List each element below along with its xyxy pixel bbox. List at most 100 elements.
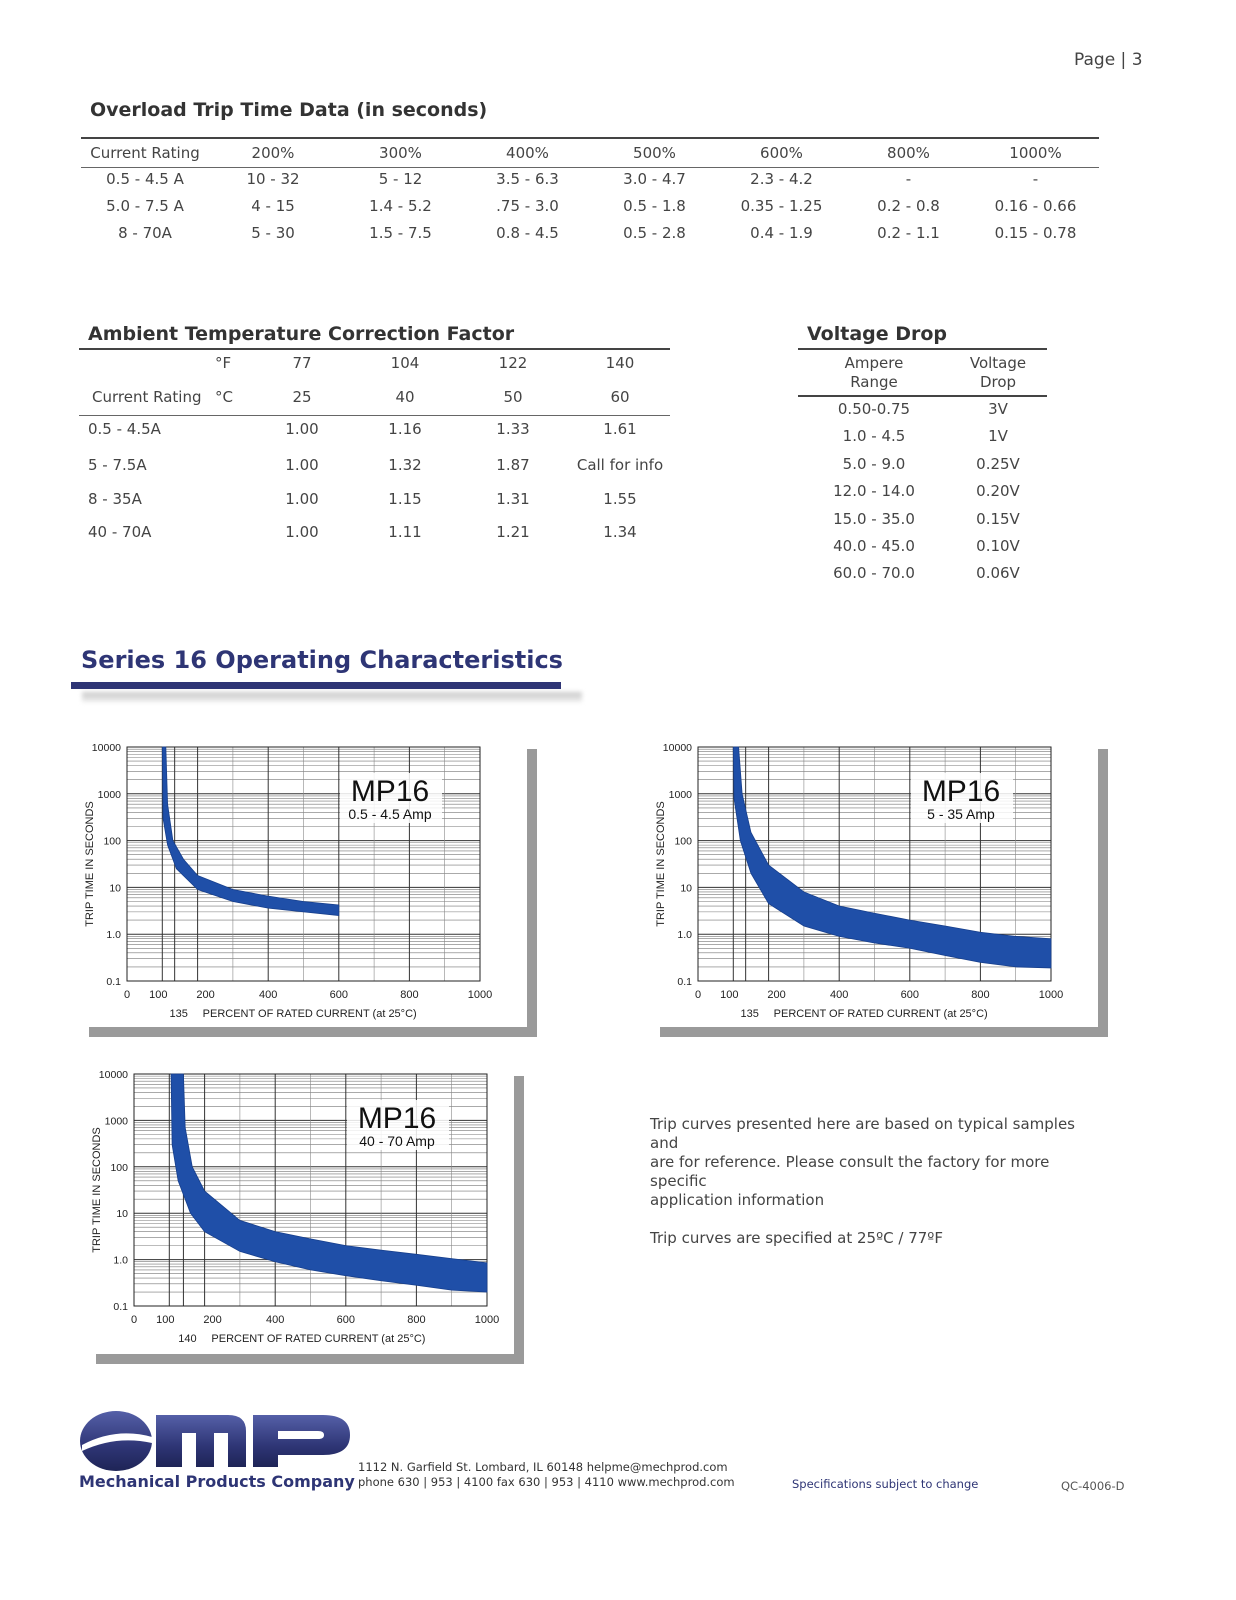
chart-subtitle: 5 - 35 Amp bbox=[927, 806, 995, 822]
ambient-top-rule bbox=[79, 348, 670, 350]
trip-curve-chart-40-70-amp: 10000 1000 100 10 1.0 0.10 100 200 400 600 800 1000… bbox=[86, 1066, 524, 1364]
ambient-current-rating-label: Current Rating bbox=[92, 388, 202, 406]
plot-frame bbox=[697, 746, 1052, 982]
y-tick-label: 0.1 bbox=[113, 1301, 128, 1313]
table-cell: 60.0 - 70.0 bbox=[833, 564, 915, 583]
y-tick-label: 1000 bbox=[669, 789, 693, 801]
voltage-top-rule bbox=[798, 348, 1047, 350]
table-cell: 3.5 - 6.3 bbox=[496, 169, 559, 188]
table-cell: - bbox=[905, 169, 912, 188]
overload-header-rule bbox=[81, 167, 1099, 168]
table-cell: 0.15V bbox=[976, 509, 1020, 528]
chart-grid bbox=[126, 746, 481, 982]
x-extra-tick-label: 135 bbox=[169, 1008, 187, 1020]
table-cell: 8 - 35A bbox=[88, 490, 142, 508]
y-tick-label: 10 bbox=[116, 1208, 128, 1220]
note-line: are for reference. Please consult the fa… bbox=[650, 1153, 1050, 1190]
y-tick-label: 10 bbox=[680, 882, 692, 894]
plot-frame bbox=[126, 746, 481, 982]
table-row: 0.5 - 4.5 A 10 - 32 5 - 12 3.5 - 6.3 3.0 - 4… bbox=[81, 165, 1099, 192]
table-cell: 1.11 bbox=[388, 523, 422, 541]
chart-title-box bbox=[911, 773, 1013, 823]
chart-subtitle: 0.5 - 4.5 Amp bbox=[348, 806, 431, 822]
overload-col-header: 300% bbox=[379, 144, 422, 162]
unit-celsius: °C bbox=[215, 388, 233, 406]
y-tick-label: 100 bbox=[674, 836, 692, 848]
table-row: 5 - 7.5A 1.00 1.32 1.87 Call for info bbox=[80, 456, 670, 478]
overload-col-header: 400% bbox=[506, 144, 549, 162]
table-cell: 1.33 bbox=[496, 420, 530, 438]
chart-title: MP16 bbox=[351, 775, 429, 808]
x-axis-label: PERCENT OF RATED CURRENT (at 25°C) bbox=[203, 1008, 417, 1020]
c-value: 50 bbox=[503, 388, 523, 406]
plot-frame bbox=[133, 1073, 488, 1307]
x-tick-label: 800 bbox=[971, 989, 989, 1001]
x-tick-label: 400 bbox=[830, 989, 848, 1001]
table-cell: 10 - 32 bbox=[246, 169, 300, 188]
overload-col-header: 200% bbox=[251, 144, 295, 162]
chart-card bbox=[650, 739, 1098, 1027]
x-tick-label: 800 bbox=[400, 989, 418, 1001]
table-cell: 0.35 - 1.25 bbox=[740, 196, 823, 215]
trip-curve-band bbox=[161, 746, 340, 917]
table-cell: 5.0 - 7.5 A bbox=[106, 196, 184, 215]
x-tick-label: 100 bbox=[156, 1314, 174, 1326]
y-tick-label: 10000 bbox=[99, 1069, 128, 1081]
table-cell: 15.0 - 35.0 bbox=[833, 509, 915, 528]
y-tick-label: 1.0 bbox=[106, 929, 121, 941]
x-tick-label: 400 bbox=[259, 989, 277, 1001]
chart-title-box bbox=[340, 773, 442, 823]
x-tick-label: 200 bbox=[203, 1314, 221, 1326]
table-cell: 0.06V bbox=[976, 564, 1020, 583]
x-tick-label: 100 bbox=[720, 989, 738, 1001]
x-tick-label: 0 bbox=[124, 989, 130, 1001]
c-value: 25 bbox=[292, 388, 312, 406]
table-cell: 1.87 bbox=[496, 456, 530, 474]
overload-col-header: 800% bbox=[887, 144, 930, 162]
document-code: QC-4006-D bbox=[1061, 1479, 1125, 1493]
x-extra-tick-label: 140 bbox=[178, 1333, 196, 1345]
table-cell: 1.00 bbox=[285, 420, 319, 438]
voltage-col-drop-line: Voltage bbox=[969, 354, 1027, 372]
table-cell: 0.5 - 2.8 bbox=[623, 223, 686, 242]
c-value: 60 bbox=[610, 388, 630, 406]
y-tick-label: 1000 bbox=[105, 1115, 129, 1127]
table-cell: 0.50-0.75 bbox=[837, 400, 911, 418]
table-cell: 1.34 bbox=[603, 523, 637, 541]
note-line: Trip curves presented here are based on … bbox=[650, 1115, 1075, 1152]
chart-subtitle: 40 - 70 Amp bbox=[359, 1133, 435, 1149]
table-cell: 1.00 bbox=[285, 523, 319, 541]
y-tick-label: 10000 bbox=[92, 742, 121, 754]
f-value: 104 bbox=[390, 354, 420, 372]
table-cell: 1.16 bbox=[388, 420, 422, 438]
table-cell: 1.0 - 4.5 bbox=[842, 427, 906, 446]
table-cell: 1V bbox=[988, 427, 1008, 446]
note-line: Trip curves are specified at 25ºC / 77ºF bbox=[650, 1229, 944, 1247]
table-cell: 0.10V bbox=[976, 537, 1020, 555]
unit-fahrenheit: °F bbox=[215, 354, 232, 372]
chart-card bbox=[79, 739, 527, 1027]
voltage-col-ampere-line: Range bbox=[850, 373, 898, 391]
f-value: 140 bbox=[605, 354, 635, 372]
table-cell: 2.3 - 4.2 bbox=[750, 169, 813, 188]
y-tick-label: 100 bbox=[103, 836, 121, 848]
x-tick-label: 1000 bbox=[468, 989, 492, 1001]
x-axis-label: PERCENT OF RATED CURRENT (at 25°C) bbox=[774, 1008, 988, 1020]
voltage-col-ampere: Ampere Range bbox=[818, 354, 930, 392]
table-row: 40 - 70A 1.00 1.11 1.21 1.34 bbox=[80, 523, 670, 545]
x-tick-label: 1000 bbox=[1039, 989, 1063, 1001]
y-tick-label: 10000 bbox=[663, 742, 692, 754]
voltage-col-drop: Voltage Drop bbox=[948, 354, 1048, 392]
overload-top-rule bbox=[81, 137, 1099, 139]
x-axis-label: PERCENT OF RATED CURRENT (at 25°C) bbox=[211, 1333, 425, 1345]
company-name: Mechanical Products Company bbox=[79, 1472, 355, 1491]
table-row: 8 - 70A 5 - 30 1.5 - 7.5 0.8 - 4.5 0.5 - 2.8… bbox=[81, 219, 1099, 246]
table-cell: 5 - 30 bbox=[251, 223, 295, 242]
table-cell: 0.5 - 1.8 bbox=[623, 196, 686, 215]
table-cell: 1.5 - 7.5 bbox=[369, 223, 432, 242]
y-tick-label: 1.0 bbox=[113, 1255, 128, 1267]
trip-curve-band bbox=[170, 1073, 488, 1293]
voltage-col-drop-line: Drop bbox=[979, 373, 1017, 391]
note-line: application information bbox=[650, 1191, 825, 1209]
x-tick-label: 600 bbox=[901, 989, 919, 1001]
